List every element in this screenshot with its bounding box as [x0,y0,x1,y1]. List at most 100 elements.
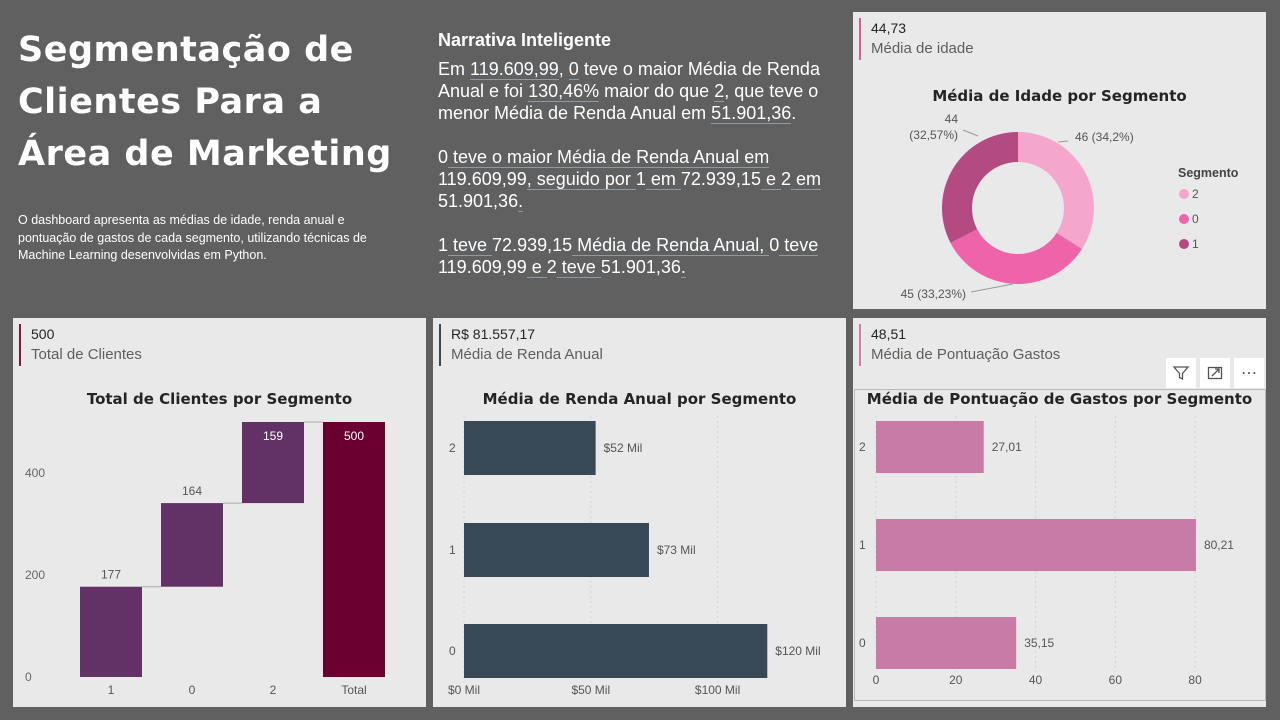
narrative-text: 0 [438,147,449,167]
card-pontuacao-gastos[interactable]: 48,51 Média de Pontuação Gastos Média de… [853,318,1266,707]
narrative-text: . [791,103,797,123]
narrative-value: em [790,169,821,190]
bar-segment-2[interactable] [464,421,596,475]
narrative-text: 51.901,36 [600,257,681,277]
renda-bar-chart[interactable]: $0 Mil $50 Mil $100 Mil 2 $52 Mil 1 $73 Mil 0 $1… [433,318,846,707]
donut-leader-line[interactable] [1057,140,1069,143]
kpi-label: Total de Clientes [31,346,142,363]
y-tick-label: 2 [859,440,866,454]
narrative-value: teve [448,235,493,256]
narrative-title: Narrativa Inteligente [438,30,612,50]
chart-title: Média de Idade por Segmento [932,87,1187,105]
bar-segment-0[interactable] [464,624,768,678]
card-renda-anual[interactable]: R$ 81.557,17 Média de Renda Anual Média … [433,318,846,707]
legend-label: 2 [1192,187,1199,201]
narrative-paragraph-2: 0 teve o maior Média de Renda Anual em 1… [438,146,843,212]
data-label: 159 [263,429,283,443]
chart-title: Média de Renda Anual por Segmento [482,390,797,408]
x-tick-label: 1 [108,683,115,697]
y-tick-label: 0 [449,644,456,658]
donut-slice-0[interactable] [950,229,1082,284]
kpi-value: 44,73 [871,20,907,36]
donut-slice-2[interactable] [1018,132,1094,250]
legend-title: Segmento [1178,166,1239,180]
narrative-text: 2 [546,257,557,277]
x-tick-label: 0 [189,683,196,697]
x-tick-label: 80 [1188,673,1202,687]
card-media-idade[interactable]: 44,73 Média de idade Média de Idade por … [853,12,1266,309]
waterfall-chart[interactable]: 0 200 400 177 1 164 0 159 2 500 Total [13,318,426,707]
data-label: 27,01 [992,440,1022,454]
narrative-text: 72.939,15 [680,169,761,189]
kpi-media-idade: 44,73 Média de idade [859,18,974,60]
donut-slice-1[interactable] [942,132,1018,243]
legend-marker-0[interactable] [1179,214,1189,224]
y-tick-label: 200 [25,568,45,582]
narrative-value: . [680,257,686,278]
waterfall-bar-2[interactable] [242,422,304,504]
waterfall-bar-1[interactable] [80,586,142,677]
narrative-value: Média de Renda Anual, [572,235,770,256]
data-label: 80,21 [1204,538,1234,552]
y-tick-label: 2 [449,441,456,455]
kpi-label: Média de idade [871,40,974,57]
donut-data-label: 46 (34,2%) [1075,130,1134,144]
chart-title: Total de Clientes por Segmento [86,390,353,408]
legend-marker-1[interactable] [1179,239,1189,249]
x-tick-label: 0 [873,673,880,687]
narrative-text: 1 [635,169,646,189]
visual-toolbar: ⋯ [1166,358,1266,388]
kpi-renda-anual: R$ 81.557,17 Média de Renda Anual [439,324,603,366]
legend-marker-2[interactable] [1179,189,1189,199]
donut-leader-line[interactable] [970,283,1014,293]
narrative-text: 51.901,36 [438,191,519,211]
narrative-text: 2 [780,169,791,189]
data-label: 177 [101,568,121,582]
donut-data-label: (32,57%) [909,128,958,142]
bar-segment-1[interactable] [464,523,649,577]
data-label: 500 [344,429,364,443]
focus-mode-icon[interactable] [1200,358,1230,388]
narrative-value: 2 [714,81,725,102]
data-label: $120 Mil [775,644,820,658]
x-tick-label: $50 Mil [571,683,610,697]
narrative-value: teve [779,235,819,256]
kpi-label: Média de Pontuação Gastos [871,346,1061,363]
y-tick-label: 400 [25,466,45,480]
kpi-value: 500 [31,326,55,342]
y-tick-label: 0 [25,670,32,684]
kpi-pontuacao-gastos: 48,51 Média de Pontuação Gastos [859,324,1060,366]
waterfall-bar-Total[interactable] [323,422,385,677]
donut-chart[interactable]: 46 (34,2%) 45 (33,23%) 44 (32,57%) Segmento 2… [853,12,1266,309]
kpi-value: R$ 81.557,17 [451,326,536,342]
donut-data-label: 44 [945,112,959,126]
narrative-value: , seguido por [526,169,636,190]
legend-label: 1 [1192,237,1199,251]
narrative-text: 1 [438,235,449,255]
y-tick-label: 1 [859,538,866,552]
legend-label: 0 [1192,212,1199,226]
card-total-clientes[interactable]: 500 Total de Clientes Total de Clientes … [13,318,426,707]
narrative-text: 0 [769,235,780,255]
bar-segment-0[interactable] [876,617,1017,669]
waterfall-bar-0[interactable] [161,503,223,587]
filter-icon[interactable] [1166,358,1196,388]
x-tick-label: 2 [270,683,277,697]
bar-segment-2[interactable] [876,421,984,473]
data-label: 164 [182,484,202,498]
smart-narrative: Em 119.609,99, 0 teve o maior Média de R… [438,58,843,300]
gastos-bar-chart[interactable]: 0 20 40 60 80 2 27,01 1 80,21 0 35,15 [853,318,1266,707]
narrative-text: Em [438,59,471,79]
more-options-icon[interactable]: ⋯ [1234,358,1264,388]
narrative-value: e [760,169,781,190]
kpi-label: Média de Renda Anual [451,346,603,363]
narrative-value: teve o maior Média de Renda Anual em [448,147,770,168]
bar-segment-1[interactable] [876,519,1196,571]
narrative-value: teve [556,257,601,278]
donut-leader-line[interactable] [962,129,979,137]
narrative-value: 119.609,99 [470,59,559,80]
kpi-total-clientes: 500 Total de Clientes [19,324,142,366]
narrative-text: teve o maior Média de Renda Anual e foi [438,59,820,101]
narrative-paragraph-3: 1 teve 72.939,15 Média de Renda Anual, 0… [438,234,843,278]
data-label: $52 Mil [604,441,643,455]
